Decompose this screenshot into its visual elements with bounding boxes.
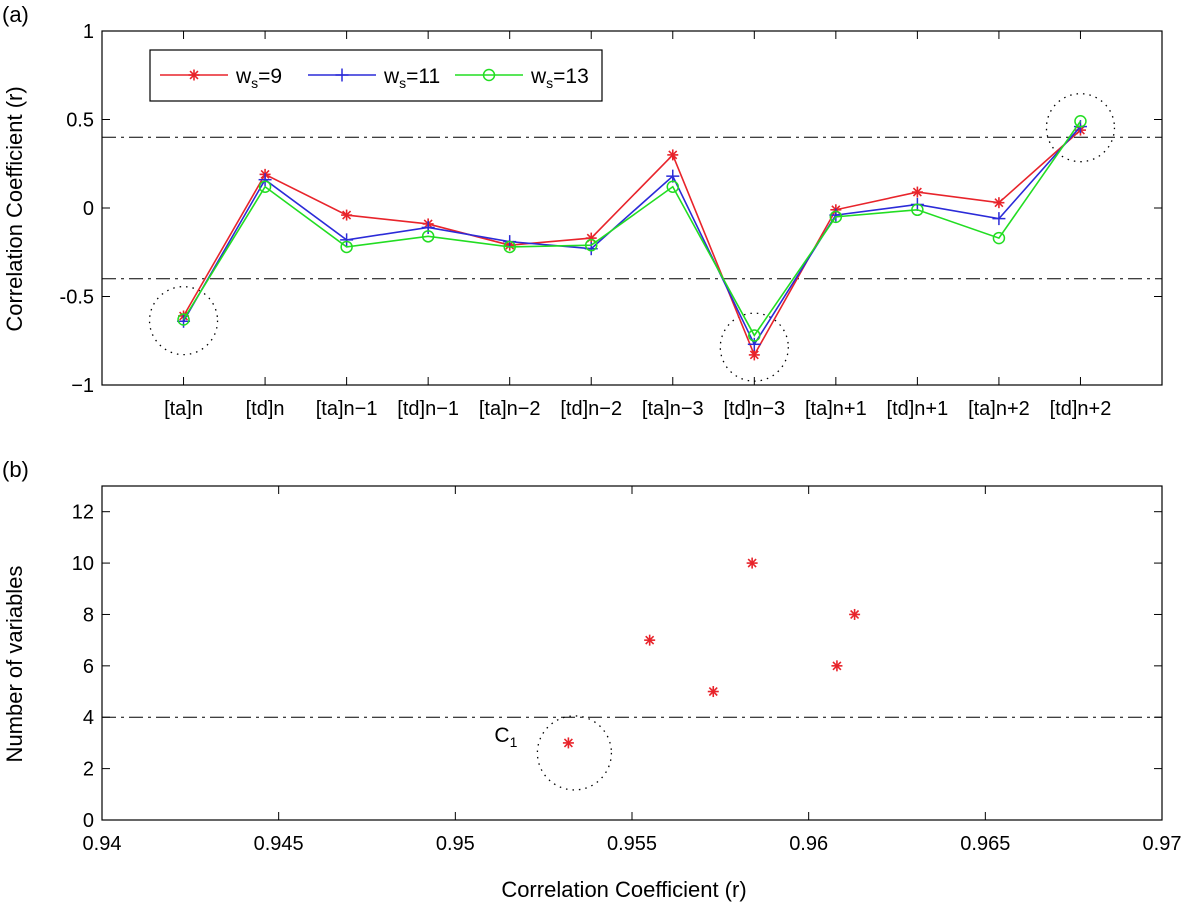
x-tick-label-a: [ta]n+2 (968, 398, 1030, 420)
x-tick-label-b: 0.955 (607, 833, 657, 855)
y-tick-label-a: -0.5 (60, 287, 94, 309)
series-1 (178, 124, 1086, 361)
y-tick-label-b: 10 (72, 553, 94, 575)
x-tick-label-b: 0.97 (1143, 833, 1182, 855)
highlight-circle-a (719, 312, 789, 382)
legend-entry-label: ws=13 (530, 65, 589, 91)
x-tick-label-a: [td]n−2 (560, 398, 622, 420)
data-point (748, 329, 761, 342)
data-point (911, 186, 923, 198)
data-point (992, 212, 1006, 226)
legend-marker (188, 69, 200, 81)
x-tick-label-a: [td]n−3 (723, 398, 785, 420)
x-tick-label-a: [ta]n−3 (642, 398, 704, 420)
data-point (340, 233, 354, 247)
x-axis-label-b: Correlation Coefficient (r) (501, 877, 746, 902)
data-point (666, 180, 680, 194)
data-point (584, 238, 598, 252)
x-tick-label-a: [td]n+2 (1050, 398, 1112, 420)
data-point (666, 169, 680, 183)
y-tick-label-a: 0.5 (66, 110, 94, 132)
y-axis-label-b: Number of variables (2, 566, 27, 763)
y-tick-label-b: 12 (72, 502, 94, 524)
x-tick-label-b: 0.96 (789, 833, 828, 855)
y-tick-label-b: 0 (83, 810, 94, 832)
data-point (177, 313, 190, 326)
x-tick-label-b: 0.94 (83, 833, 122, 855)
x-tick-label-a: [ta]n+1 (805, 398, 867, 420)
series-line (182, 120, 1082, 337)
x-tick-label-a: [td]n (246, 398, 285, 420)
panel-label-b: (b) (2, 457, 29, 482)
y-tick-label-a: −1 (71, 375, 94, 397)
highlight-circle-b (536, 715, 613, 791)
data-point (829, 210, 843, 224)
highlight-circle-a (1045, 93, 1116, 163)
x-tick-label-a: [ta]n (164, 398, 203, 420)
data-point (341, 209, 353, 221)
data-point (667, 149, 679, 161)
series-2 (177, 120, 1087, 351)
y-tick-label-b: 6 (83, 656, 94, 678)
x-tick-label-a: [ta]n−1 (316, 398, 378, 420)
chart-a: (a) Correlation Coefficient (r) −1 -0.5 0 0… (2, 2, 1163, 420)
series-line (182, 126, 1082, 346)
data-point (1074, 115, 1087, 128)
y-tick-label-a: 1 (83, 21, 94, 43)
legend-entry-label: ws=11 (383, 65, 440, 91)
panel-label-a: (a) (2, 2, 29, 27)
data-point (644, 634, 656, 646)
series-line (182, 129, 1081, 357)
plot-frame-b (101, 485, 1163, 821)
x-tick-label-a: [td]n+1 (887, 398, 949, 420)
data-point (503, 240, 516, 254)
legend-marker (482, 68, 496, 82)
data-point (911, 203, 924, 217)
x-tick-label-b: 0.945 (254, 833, 304, 855)
y-tick-label-b: 2 (83, 759, 94, 781)
data-point (747, 337, 761, 351)
x-tick-label-b: 0.965 (960, 833, 1010, 855)
x-tick-label-a: [ta]n−2 (479, 398, 541, 420)
y-tick-label-b: 8 (83, 604, 94, 626)
data-point (340, 240, 353, 254)
x-tick-label-a: [td]n−1 (397, 398, 459, 420)
data-point (421, 230, 435, 243)
data-point (831, 660, 843, 672)
legend-marker (335, 68, 349, 82)
x-tick-label-b: 0.95 (436, 833, 475, 855)
chart-b: (b) Number of variables Correlation Coef… (2, 457, 1181, 902)
y-axis-label-a: Correlation Coefficient (r) (2, 86, 27, 331)
highlight-circle-a (148, 285, 219, 356)
series-3 (177, 115, 1087, 342)
data-point (992, 231, 1006, 245)
data-point (258, 180, 272, 194)
data-point (748, 349, 760, 361)
data-point (562, 737, 574, 749)
legend-entry-label: ws=9 (235, 65, 282, 91)
annotation-label: C1 (494, 724, 517, 750)
data-point (993, 197, 1005, 209)
y-tick-label-b: 4 (83, 707, 94, 729)
data-point (849, 608, 861, 620)
data-point (421, 220, 435, 234)
data-point (707, 686, 719, 698)
data-point (258, 173, 272, 187)
legend: ws=9 ws=11 ws=13 (149, 49, 603, 102)
y-tick-label-a: 0 (83, 198, 94, 220)
data-point (746, 557, 758, 569)
